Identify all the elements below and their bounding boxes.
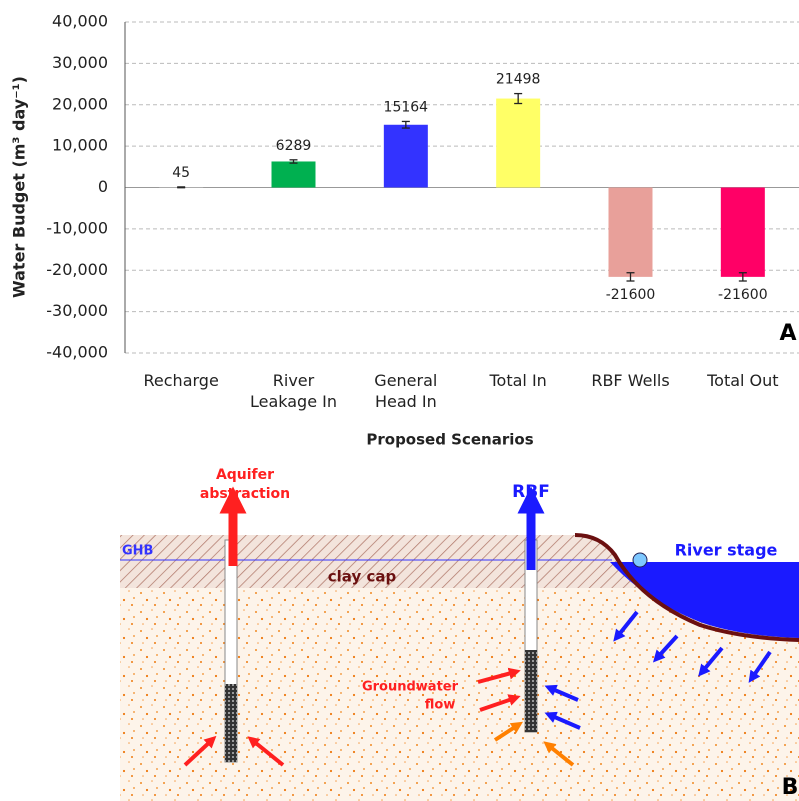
x-tick-label: Total Out — [697, 370, 789, 391]
x-tick-label: General Head In — [360, 370, 452, 412]
label: GHB — [122, 544, 153, 559]
panel-label: B — [782, 775, 799, 800]
data-label: -21600 — [606, 287, 656, 303]
data-label: 21498 — [496, 72, 541, 88]
page: {"chart_data": {"type": "bar", "y_label"… — [0, 0, 799, 801]
label: flow — [425, 698, 456, 713]
stage-symbol — [633, 553, 647, 567]
label: RBF — [512, 482, 550, 502]
y-tick-label: 30,000 — [52, 53, 108, 72]
y-tick-label: -30,000 — [46, 301, 108, 320]
label: Aquifer — [216, 467, 274, 483]
well-screen — [525, 650, 537, 732]
error-bar — [177, 187, 185, 188]
bar — [609, 188, 653, 277]
bar — [272, 161, 316, 187]
panel-label: A — [779, 321, 796, 346]
data-label: 6289 — [276, 138, 312, 154]
data-label: 15164 — [384, 99, 429, 115]
well-screen — [225, 684, 237, 762]
label: abstraction — [200, 486, 290, 502]
label: River stage — [675, 541, 778, 560]
bar — [496, 99, 540, 188]
y-tick-label: 40,000 — [52, 12, 108, 31]
x-tick-label: RBF Wells — [585, 370, 677, 391]
x-axis-title: Proposed Scenarios — [366, 431, 533, 449]
x-tick-label: Total In — [472, 370, 564, 391]
label: Groundwater — [362, 680, 459, 695]
label: clay cap — [328, 568, 397, 586]
data-label: -21600 — [718, 287, 768, 303]
bar — [721, 188, 765, 277]
diagram: Aquifer abstraction RBF GHB clay cap Riv… — [120, 467, 799, 801]
data-label: 45 — [172, 165, 190, 181]
x-tick-label: Recharge — [135, 370, 227, 391]
y-tick-label: -10,000 — [46, 218, 108, 237]
y-tick-label: 0 — [98, 177, 108, 196]
y-tick-label: 10,000 — [52, 136, 108, 155]
y-tick-label: -20,000 — [46, 260, 108, 279]
x-tick-label: River Leakage In — [248, 370, 340, 412]
y-axis-title: Water Budget (m³ day⁻¹) — [10, 76, 29, 298]
y-tick-label: -40,000 — [46, 343, 108, 362]
y-tick-label: 20,000 — [52, 94, 108, 113]
bar — [384, 125, 428, 188]
